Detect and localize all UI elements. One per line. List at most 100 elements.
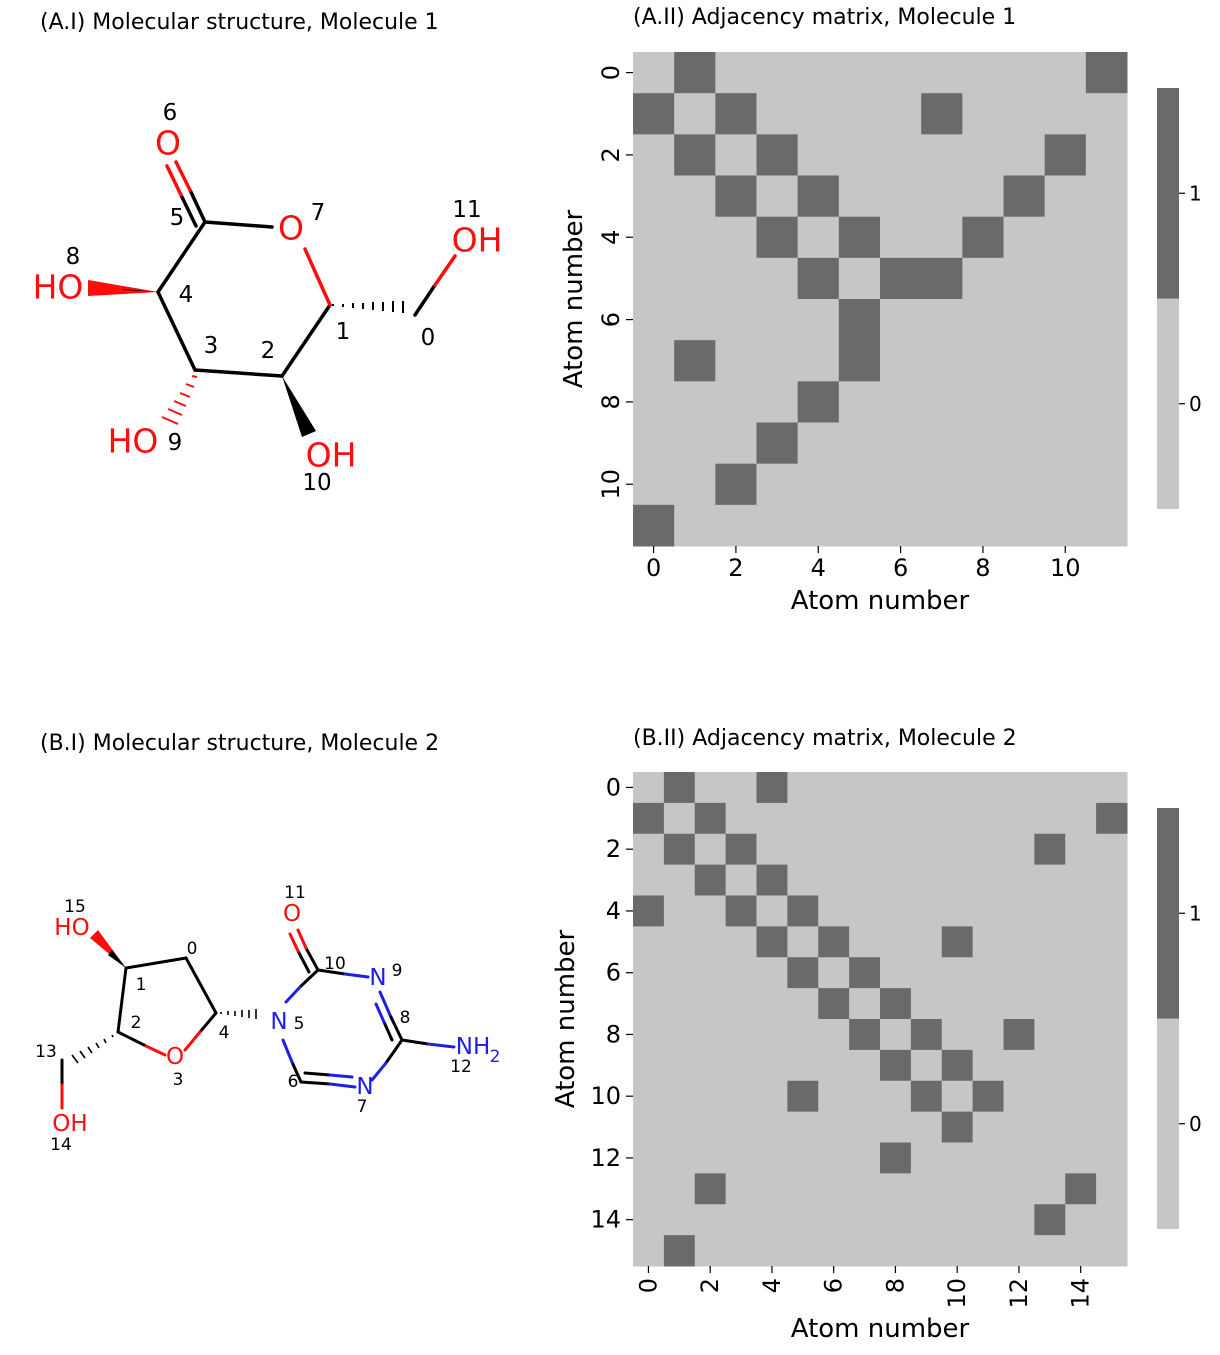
heatmap-b-cell-7-15: [1096, 988, 1128, 1020]
heatmap-a-cell-8-6: [880, 381, 922, 423]
heatmap-a-cell-5-3: [756, 257, 799, 300]
heatmap-a-cell-9-11: [1085, 422, 1128, 465]
heatmap-a-cell-7-0: [633, 340, 675, 382]
heatmap-a-cell-6-2: [715, 299, 757, 341]
heatmap-b-cell-8-6: [818, 1019, 850, 1051]
heatmap-b-cell-6-9: [910, 957, 943, 989]
heatmap-a-cell-3-11: [1085, 175, 1128, 218]
heatmap-a-cell-0-4: [797, 52, 840, 94]
heatmap-b-cell-7-2: [694, 988, 727, 1020]
mol2-atom-11: O: [283, 901, 301, 927]
heatmap-a-cell-3-1: [674, 175, 716, 218]
heatmap-a-cell-11-2: [715, 504, 757, 547]
heatmap-a-cell-3-9: [1003, 175, 1046, 218]
heatmap-a-cell-10-10: [1044, 463, 1087, 506]
heatmap-a-cell-5-0: [633, 257, 675, 300]
heatmap-b-cell-10-2: [694, 1080, 727, 1113]
heatmap-b-cell-9-12: [1003, 1049, 1035, 1082]
heatmap-a-cell-3-0: [633, 175, 675, 218]
heatmap-a-cell-2-3: [756, 134, 799, 176]
heatmap-a-cell-11-9: [1003, 504, 1046, 547]
heatmap-a-colorbar-tick-1: 1: [1189, 181, 1202, 205]
heatmap-b-cell-2-8: [880, 833, 912, 866]
heatmap-b-cell-2-14: [1065, 833, 1097, 866]
heatmap-a-cell-11-0: [633, 504, 675, 547]
heatmap-b-cell-8-13: [1034, 1019, 1066, 1051]
heatmap-a-ytick-2: 2: [597, 147, 625, 162]
heatmap-a-cell-10-4: [797, 463, 840, 506]
heatmap-b-cell-10-8: [880, 1080, 912, 1113]
heatmap-b-cell-6-4: [756, 957, 788, 989]
heatmap-b-cell-13-4: [756, 1173, 788, 1205]
heatmap-b-cell-3-7: [849, 864, 881, 897]
heatmap-b-cell-7-6: [818, 988, 850, 1020]
heatmap-a-cell-1-8: [962, 93, 1004, 135]
heatmap-b-cell-4-9: [910, 895, 943, 927]
heatmap-b-cell-6-14: [1065, 957, 1097, 989]
mol1-index-2: 2: [261, 338, 276, 364]
heatmap-b-cell-14-7: [849, 1204, 881, 1236]
heatmap-b-cell-14-12: [1003, 1204, 1035, 1236]
heatmap-a-cell-2-6: [880, 134, 922, 176]
heatmap-b-cell-11-2: [694, 1111, 727, 1144]
heatmap-b-cell-6-2: [694, 957, 727, 989]
heatmap-b-cell-4-8: [880, 895, 912, 927]
heatmap-a-cell-5-6: [880, 257, 922, 300]
mol2-index-5: 5: [294, 1014, 305, 1034]
heatmap-b-cell-13-2: [694, 1173, 727, 1205]
heatmap-b-cell-4-12: [1003, 895, 1035, 927]
heatmap-b-cell-1-1: [663, 802, 696, 835]
heatmap-b-cell-1-15: [1096, 802, 1128, 835]
heatmap-a-xtick-2: 2: [728, 554, 743, 582]
heatmap-b-cell-1-10: [941, 802, 974, 835]
heatmap-b-cell-12-6: [818, 1142, 850, 1174]
heatmap-a-cell-11-5: [838, 504, 881, 547]
heatmap-a-xtick-4: 4: [811, 554, 826, 582]
heatmap-b-xtick-2: 2: [696, 1278, 724, 1293]
mol2-index-13: 13: [35, 1042, 57, 1062]
mol1-index-5: 5: [170, 205, 185, 231]
heatmap-b-cell-10-14: [1065, 1080, 1097, 1113]
heatmap-a-cell-1-6: [880, 93, 922, 135]
heatmap-a-cell-8-4: [797, 381, 840, 423]
heatmap-a-cell-6-5: [838, 299, 881, 341]
heatmap-b-cell-10-5: [787, 1080, 819, 1113]
heatmap-a-cell-11-1: [674, 504, 716, 547]
heatmap-b-cell-15-5: [787, 1235, 819, 1267]
heatmap-b-cell-5-5: [787, 926, 819, 958]
heatmap-b-cell-1-0: [633, 802, 665, 835]
heatmap-b-cell-0-9: [910, 772, 943, 804]
heatmap-a-cell-0-3: [756, 52, 799, 94]
heatmap-b-cell-11-5: [787, 1111, 819, 1144]
heatmap-b-cell-2-2: [694, 833, 727, 866]
heatmap-b-cell-12-1: [663, 1142, 696, 1174]
heatmap-b-cell-3-5: [787, 864, 819, 897]
heatmap-a-cell-2-10: [1044, 134, 1087, 176]
heatmap-a-cell-10-11: [1085, 463, 1128, 506]
heatmap-a-cell-4-2: [715, 216, 757, 259]
mol2-index-12: 12: [450, 1057, 472, 1077]
heatmap-b-cell-1-2: [694, 802, 727, 835]
heatmap-b-cell-0-14: [1065, 772, 1097, 804]
heatmap-b-cell-1-7: [849, 802, 881, 835]
heatmap-b-cell-7-14: [1065, 988, 1097, 1020]
mol2-index-0: 0: [187, 939, 198, 959]
heatmap-b-cell-9-15: [1096, 1049, 1128, 1082]
heatmap-b-cell-6-7: [849, 957, 881, 989]
heatmap-b-cell-9-8: [880, 1049, 912, 1082]
heatmap-b-cell-13-15: [1096, 1173, 1128, 1205]
heatmap-b-cell-5-4: [756, 926, 788, 958]
mol2-atom-3: O: [166, 1044, 184, 1070]
heatmap-a-cell-7-11: [1085, 340, 1128, 382]
heatmap-a-ytick-4: 4: [597, 230, 625, 245]
mol2-index-1: 1: [136, 975, 147, 995]
heatmap-a-cell-5-9: [1003, 257, 1046, 300]
heatmap-b-cell-2-6: [818, 833, 850, 866]
heatmap-b-cell-4-0: [633, 895, 665, 927]
heatmap-b-cell-5-12: [1003, 926, 1035, 958]
heatmap-b-cell-1-6: [818, 802, 850, 835]
mol1-atom-8: HO: [33, 268, 84, 307]
heatmap-b-cell-15-4: [756, 1235, 788, 1267]
heatmap-b-cell-15-1: [663, 1235, 696, 1267]
mol1-atom-9: HO: [108, 422, 159, 461]
